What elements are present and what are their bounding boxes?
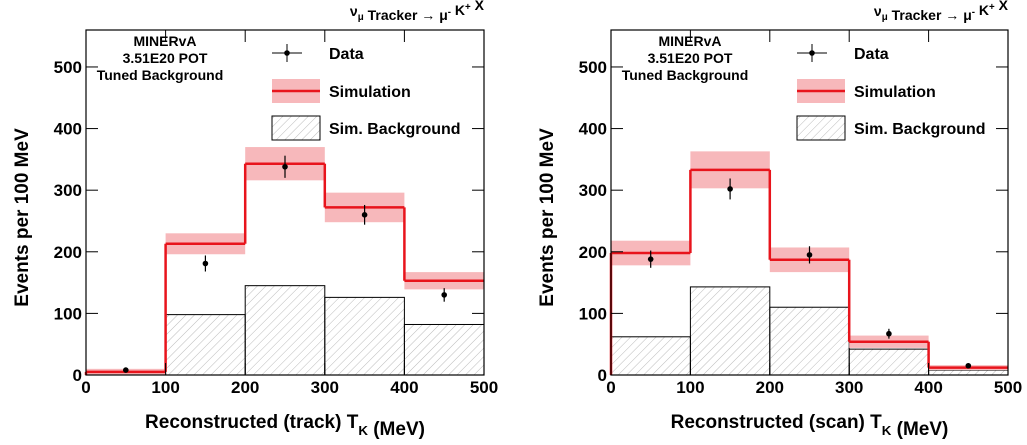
- text-part: Tracker → μ: [364, 7, 448, 23]
- text-part: +: [465, 2, 471, 13]
- data-point: [806, 252, 813, 258]
- text-part: -: [972, 7, 975, 18]
- text-part: (MeV): [891, 419, 948, 440]
- x-tick-label: 500: [994, 378, 1022, 397]
- x-tick-label: 500: [470, 378, 498, 397]
- y-tick-label: 200: [579, 243, 607, 262]
- legend-label: Simulation: [329, 84, 411, 101]
- annotation: Tuned Background: [97, 67, 224, 83]
- y-axis-label: Events per 100 MeV: [12, 128, 33, 307]
- background-bar: [848, 348, 930, 376]
- data-point: [282, 163, 288, 170]
- y-tick-label: 100: [579, 304, 607, 323]
- x-tick-label: 0: [606, 378, 615, 397]
- chart-title: νμ Tracker → μ- K+ X: [350, 0, 485, 23]
- text-part: X: [995, 0, 1009, 13]
- data-point: [647, 256, 654, 262]
- legend-bkg-box: [796, 115, 846, 141]
- x-tick-label: 300: [835, 378, 863, 397]
- legend-bkg-box: [271, 115, 321, 141]
- y-tick-label: 200: [54, 243, 82, 262]
- legend-label: Sim. Background: [854, 121, 986, 138]
- y-tick-label: 400: [579, 120, 607, 139]
- annotation: MINERvA: [133, 33, 196, 49]
- x-tick-label: 100: [151, 378, 179, 397]
- legend-label: Sim. Background: [329, 121, 461, 138]
- data-point: [361, 212, 368, 218]
- x-axis-label: Reconstructed (scan) TK (MeV): [671, 412, 949, 440]
- text-part: +: [989, 2, 995, 13]
- background-bar: [324, 296, 405, 376]
- text-part: ν: [874, 3, 882, 19]
- text-part: -: [448, 7, 451, 18]
- text-part: Reconstructed (scan) T: [671, 412, 883, 433]
- text-part: (MeV): [368, 419, 425, 440]
- annotation: MINERvA: [658, 33, 721, 49]
- annotation: 3.51E20 POT: [123, 50, 208, 66]
- x-tick-label: 300: [311, 378, 339, 397]
- legend-label: Simulation: [854, 84, 936, 101]
- y-tick-label: 100: [54, 304, 82, 323]
- data-point: [202, 260, 209, 267]
- text-part: μ: [358, 12, 364, 23]
- y-tick-label: 300: [54, 181, 82, 200]
- chart-title: νμ Tracker → μ- K+ X: [874, 0, 1009, 23]
- data-point: [965, 362, 972, 369]
- text-part: μ: [882, 12, 888, 23]
- background-bar: [403, 323, 485, 376]
- text-part: K: [451, 2, 465, 18]
- panel: 0 100 200 300 400 500 0 100 200 300 400 500 Reconstr…: [537, 0, 1022, 440]
- x-axis-label: Reconstructed (track) TK (MeV): [145, 412, 425, 440]
- y-tick-label: 500: [579, 58, 607, 77]
- plot-frame: [610, 29, 1009, 376]
- legend-label: Data: [329, 46, 364, 63]
- y-tick-label: 300: [579, 181, 607, 200]
- data-point: [441, 292, 448, 298]
- background-bar: [769, 306, 850, 376]
- y-tick-label: 500: [54, 58, 82, 77]
- x-tick-label: 200: [756, 378, 784, 397]
- background-bar: [165, 314, 246, 376]
- background-bar: [928, 369, 1009, 376]
- background-bar: [244, 285, 326, 376]
- background-bar: [689, 286, 771, 376]
- x-tick-label: 100: [676, 378, 704, 397]
- y-tick-label: 400: [54, 120, 82, 139]
- annotation: 3.51E20 POT: [648, 50, 733, 66]
- text-part: K: [882, 423, 892, 438]
- text-part: Tracker → μ: [888, 7, 972, 23]
- x-tick-label: 0: [81, 378, 90, 397]
- y-tick-label: 0: [598, 366, 607, 385]
- x-tick-label: 400: [914, 378, 942, 397]
- x-tick-label: 200: [231, 378, 259, 397]
- text-part: K: [358, 423, 368, 438]
- x-tick-label: 400: [390, 378, 418, 397]
- y-axis-label: Events per 100 MeV: [537, 128, 558, 307]
- annotation: Tuned Background: [622, 67, 749, 83]
- legend-data-marker: [284, 50, 290, 56]
- text-part: X: [471, 0, 485, 13]
- y-tick-label: 0: [73, 366, 82, 385]
- text-part: Reconstructed (track) T: [145, 412, 359, 433]
- background-bar: [610, 336, 691, 376]
- legend-data-marker: [809, 50, 815, 56]
- legend-label: Data: [854, 46, 889, 63]
- panel: 0 100 200 300 400 500 0 100 200 300 400 500 Reconstr…: [12, 0, 498, 440]
- data-point: [727, 186, 733, 192]
- plot-frame: [85, 29, 485, 376]
- text-part: K: [975, 2, 989, 18]
- text-part: ν: [350, 3, 358, 19]
- data-point: [123, 367, 129, 373]
- data-point: [886, 330, 892, 337]
